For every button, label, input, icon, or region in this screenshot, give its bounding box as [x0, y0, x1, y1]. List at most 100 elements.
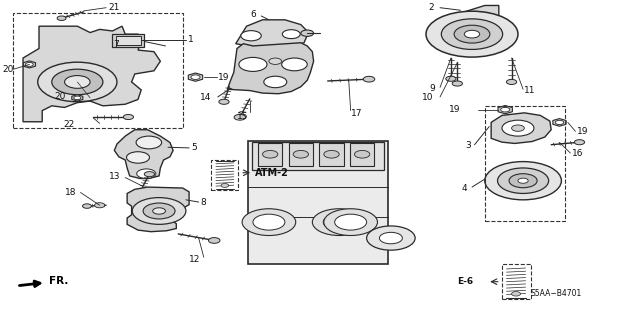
Circle shape [38, 62, 117, 102]
Circle shape [426, 11, 518, 57]
Bar [113, 34, 145, 47]
Text: 12: 12 [189, 255, 200, 264]
Text: 20: 20 [2, 65, 13, 74]
Circle shape [132, 197, 186, 224]
Circle shape [511, 125, 524, 131]
Bar [252, 142, 385, 170]
Text: E-6: E-6 [457, 277, 473, 286]
Bar [258, 143, 282, 166]
Circle shape [253, 214, 285, 230]
Bar [116, 36, 141, 45]
Circle shape [26, 62, 33, 66]
Circle shape [506, 79, 516, 84]
Circle shape [452, 81, 463, 86]
Text: 11: 11 [524, 86, 536, 95]
Text: 2: 2 [428, 3, 434, 12]
Text: 4: 4 [461, 184, 467, 193]
Bar [289, 143, 313, 166]
Circle shape [95, 203, 105, 208]
Bar [502, 264, 531, 299]
Circle shape [465, 30, 479, 38]
Text: 14: 14 [200, 93, 211, 102]
Text: 16: 16 [572, 149, 584, 158]
Circle shape [153, 208, 166, 214]
Polygon shape [227, 43, 314, 94]
Circle shape [127, 152, 150, 163]
Circle shape [83, 204, 92, 208]
Circle shape [209, 237, 220, 243]
Polygon shape [458, 5, 499, 42]
Circle shape [57, 16, 66, 20]
Circle shape [484, 162, 561, 200]
Circle shape [446, 76, 456, 81]
Text: 13: 13 [109, 172, 121, 181]
Text: 19: 19 [449, 105, 461, 114]
Text: 8: 8 [200, 197, 205, 206]
Circle shape [497, 168, 548, 194]
Circle shape [502, 120, 534, 136]
Polygon shape [72, 95, 83, 101]
Polygon shape [498, 106, 513, 114]
Circle shape [221, 184, 228, 188]
Circle shape [454, 25, 490, 43]
Polygon shape [127, 187, 189, 232]
Text: 19: 19 [218, 73, 229, 82]
Text: 5: 5 [191, 143, 196, 152]
Circle shape [191, 75, 200, 79]
Circle shape [518, 178, 528, 183]
Polygon shape [491, 113, 551, 143]
Circle shape [323, 214, 355, 230]
Text: 17: 17 [351, 109, 362, 118]
Circle shape [324, 209, 378, 236]
Circle shape [556, 120, 564, 124]
Text: 18: 18 [65, 188, 76, 197]
Text: 21: 21 [108, 3, 119, 12]
Circle shape [136, 136, 162, 149]
Polygon shape [23, 61, 35, 68]
Bar [13, 13, 182, 128]
Text: 6: 6 [250, 10, 256, 19]
Bar [484, 106, 564, 221]
Circle shape [312, 209, 366, 236]
Circle shape [301, 30, 314, 36]
Circle shape [355, 150, 370, 158]
Text: 7: 7 [113, 40, 119, 49]
Circle shape [264, 76, 287, 88]
Text: 3: 3 [465, 141, 470, 150]
Circle shape [239, 57, 267, 71]
Circle shape [52, 69, 103, 95]
Circle shape [367, 226, 415, 250]
Circle shape [282, 58, 307, 71]
Circle shape [324, 150, 339, 158]
Circle shape [509, 174, 537, 188]
Bar [319, 143, 344, 166]
Text: 9: 9 [429, 84, 435, 93]
Circle shape [364, 76, 375, 82]
Circle shape [500, 108, 510, 112]
Circle shape [143, 203, 175, 219]
Circle shape [219, 99, 229, 104]
Circle shape [335, 214, 367, 230]
Circle shape [511, 292, 520, 296]
Text: 1: 1 [188, 35, 193, 44]
Polygon shape [23, 26, 161, 122]
Text: 20: 20 [54, 92, 66, 101]
Polygon shape [115, 130, 173, 179]
Circle shape [269, 58, 282, 64]
Text: 10: 10 [422, 93, 434, 102]
Circle shape [74, 96, 81, 100]
Circle shape [262, 150, 278, 158]
Bar [211, 160, 238, 190]
Polygon shape [188, 73, 203, 81]
Circle shape [380, 232, 403, 244]
Polygon shape [236, 20, 308, 49]
Text: 22: 22 [63, 120, 74, 130]
Circle shape [234, 115, 246, 120]
Circle shape [293, 150, 308, 158]
Bar [350, 143, 374, 166]
Text: 15: 15 [237, 113, 248, 122]
Circle shape [124, 115, 134, 120]
Bar [248, 141, 388, 264]
Circle shape [442, 19, 502, 50]
Circle shape [137, 169, 156, 179]
